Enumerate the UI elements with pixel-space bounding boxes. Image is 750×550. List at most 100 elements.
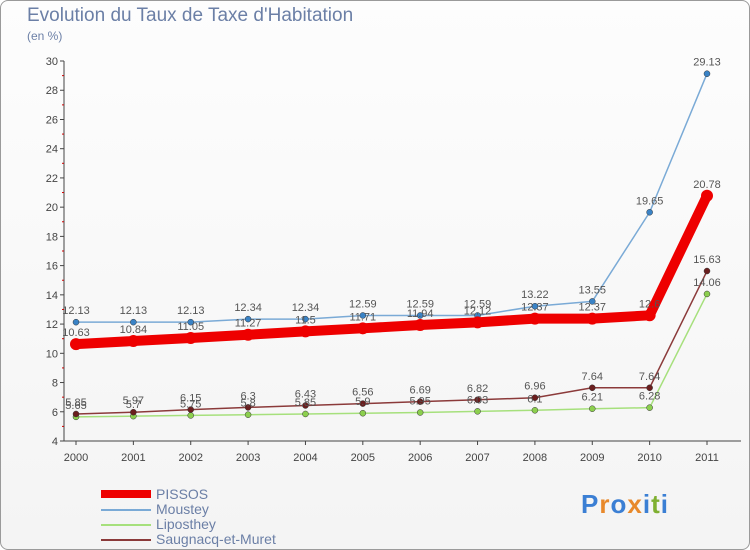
data-point <box>589 405 596 412</box>
data-label: 5.9 <box>355 396 370 408</box>
data-point <box>471 316 484 329</box>
data-label: 7.64 <box>639 371 660 383</box>
data-label: 6.28 <box>639 391 660 403</box>
data-point <box>701 189 713 202</box>
data-point <box>302 402 309 409</box>
y-tick-label: 14 <box>46 290 58 302</box>
x-tick-label: 2007 <box>465 452 489 464</box>
series-line-saugnacq-et-muret <box>75 270 708 415</box>
data-point <box>359 409 367 417</box>
chart-title: Evolution du Taux de Taxe d'Habitation <box>27 5 354 26</box>
legend-label-liposthey: Liposthey <box>156 516 216 532</box>
data-point <box>416 409 424 416</box>
y-tick-label: 20 <box>46 202 58 214</box>
data-point <box>586 312 599 325</box>
x-tick-label: 2009 <box>580 452 604 464</box>
data-point <box>184 331 197 344</box>
data-label: 12.34 <box>234 302 262 314</box>
x-tick-label: 2001 <box>121 452 145 464</box>
data-label: 11.94 <box>407 308 434 320</box>
data-label: 6.82 <box>467 383 488 395</box>
data-point <box>359 312 367 319</box>
data-label: 11.71 <box>349 311 376 323</box>
data-label: 6.03 <box>467 394 488 406</box>
y-tick-label: 6 <box>52 407 58 419</box>
data-point <box>72 410 80 418</box>
data-label: 12.13 <box>177 305 205 317</box>
data-label: 20.78 <box>693 179 721 191</box>
data-label: 10.84 <box>120 324 148 336</box>
y-tick-label: 30 <box>46 56 58 68</box>
data-label: 11.05 <box>177 321 204 333</box>
data-label: 5.97 <box>123 395 144 407</box>
data-point <box>244 404 252 411</box>
data-label: 5.85 <box>65 397 86 409</box>
logo-letter: P <box>581 489 600 519</box>
data-label: 5.85 <box>295 397 316 409</box>
data-label: 6.21 <box>582 392 603 404</box>
data-label: 13.22 <box>521 289 549 301</box>
data-label: 12.37 <box>521 302 549 314</box>
data-point <box>414 318 427 331</box>
data-label: 12.59 <box>349 298 377 310</box>
data-label: 12.59 <box>464 298 492 310</box>
data-label: 11.27 <box>235 318 262 330</box>
data-point <box>646 384 653 392</box>
data-point <box>302 410 309 418</box>
series-line-liposthey <box>75 293 708 418</box>
x-tick-label: 2008 <box>523 452 547 464</box>
data-label: 6.15 <box>180 393 201 405</box>
legend-swatch-liposthey <box>101 524 151 526</box>
data-point <box>416 398 424 405</box>
data-label: 12.6 <box>639 298 660 310</box>
x-tick-label: 2006 <box>408 452 432 464</box>
logo-letter: i <box>660 489 669 519</box>
data-point <box>356 322 369 335</box>
y-tick-label: 16 <box>46 261 58 273</box>
data-label: 6.43 <box>295 388 316 400</box>
data-point <box>187 406 194 413</box>
data-label: 12.13 <box>120 305 148 317</box>
data-label: 5.95 <box>409 396 430 408</box>
data-label: 6.3 <box>240 390 255 402</box>
data-label: 6.96 <box>524 381 545 393</box>
data-point <box>359 400 367 407</box>
data-point <box>474 408 481 415</box>
data-label: 6.1 <box>527 393 542 405</box>
data-point <box>528 312 541 325</box>
y-tick-label: 10 <box>46 348 58 360</box>
data-label: 29.13 <box>693 57 721 69</box>
data-point <box>589 298 596 305</box>
data-label: 12.59 <box>406 298 434 310</box>
x-tick-label: 2004 <box>293 452 317 464</box>
data-label: 6.69 <box>409 385 430 397</box>
data-point <box>646 404 653 411</box>
data-point <box>703 267 711 275</box>
y-tick-label: 8 <box>52 378 58 390</box>
data-point <box>187 412 194 419</box>
data-label: 11.5 <box>295 314 316 326</box>
x-tick-label: 2005 <box>351 452 375 464</box>
data-point <box>127 335 140 348</box>
legend-swatch-moustey <box>101 509 151 511</box>
y-tick-label: 18 <box>46 231 58 243</box>
data-point <box>703 290 711 298</box>
x-tick-label: 2011 <box>695 452 719 464</box>
logo-letter: t <box>651 489 661 519</box>
data-label: 5.65 <box>65 400 86 412</box>
data-point <box>242 328 255 341</box>
data-point <box>187 318 194 326</box>
data-point <box>130 408 137 416</box>
series-line-pissos <box>71 190 712 350</box>
data-point <box>589 384 596 392</box>
y-tick-label: 28 <box>46 85 58 97</box>
data-label: 5.8 <box>240 398 255 410</box>
legend-swatch-pissos <box>101 490 151 498</box>
data-label: 12.13 <box>62 305 90 317</box>
data-point <box>531 394 539 401</box>
data-label: 14.06 <box>693 277 721 289</box>
legend-label-pissos: PISSOS <box>156 486 209 502</box>
data-point <box>302 315 309 323</box>
